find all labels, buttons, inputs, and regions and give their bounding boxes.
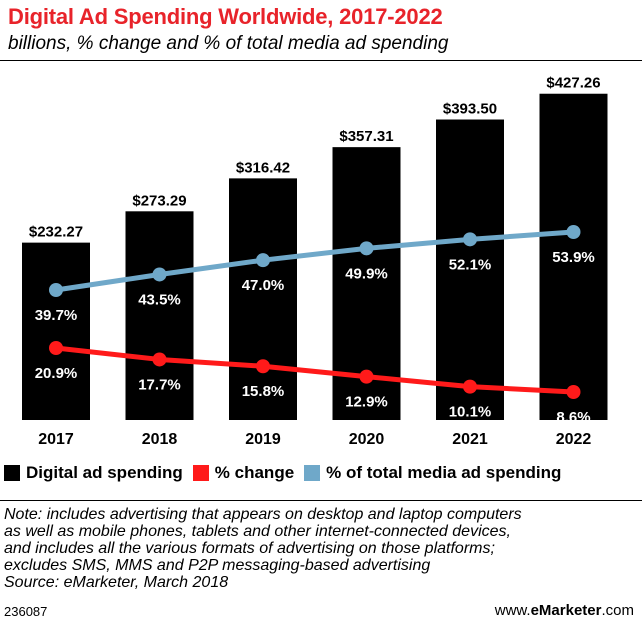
point-percent-of-total — [463, 232, 477, 247]
note-line: excludes SMS, MMS and P2P messaging-base… — [4, 557, 431, 574]
x-tick-label: 2020 — [349, 431, 385, 448]
source-line: Source: eMarketer, March 2018 — [4, 574, 229, 591]
point-percent-of-total — [49, 283, 63, 297]
chart-subtitle: billions, % change and % of total media … — [8, 33, 449, 54]
legend-item-percent-change: % change — [192, 463, 295, 483]
legend-swatch-percent-of-total — [304, 465, 321, 481]
point-percent-change — [359, 369, 374, 384]
legend-label-digital-ad-spending: Digital ad spending — [26, 463, 183, 482]
x-tick-label: 2022 — [556, 431, 592, 448]
chart-area: $232.27 $273.29 $316.42 $357.31 $393.50 $427.… — [22, 75, 608, 448]
legend-label-percent-change: % change — [214, 463, 295, 482]
point-percent-of-total — [566, 225, 581, 239]
bar-value-label: $357.31 — [339, 128, 393, 145]
bar — [229, 178, 297, 420]
point-percent-of-total — [359, 241, 374, 256]
note-line: and includes all the various formats of … — [4, 540, 495, 557]
point-label-percent-of-total: 52.1% — [449, 256, 492, 273]
point-label-percent-of-total: 47.0% — [242, 277, 285, 294]
point-label-percent-change: 8.6% — [556, 409, 590, 426]
series-line-percent-change — [55, 345, 574, 395]
x-tick-label: 2017 — [38, 431, 74, 448]
point-percent-change — [566, 385, 581, 399]
point-label-percent-of-total: 53.9% — [552, 249, 595, 266]
point-label-percent-change: 10.1% — [449, 404, 492, 421]
x-tick-label: 2021 — [452, 431, 488, 448]
point-label-percent-change: 17.7% — [138, 376, 181, 393]
bar-value-label: $427.26 — [546, 75, 600, 92]
point-label-percent-of-total: 49.9% — [345, 265, 388, 282]
chart-id: 236087 — [4, 604, 48, 619]
x-tick-label: 2018 — [142, 431, 178, 448]
brand-prefix: www. — [494, 602, 531, 619]
bar-value-label: $393.50 — [443, 101, 497, 118]
legend-label-percent-of-total: % of total media ad spending — [326, 463, 562, 482]
brand-suffix: .com — [601, 602, 634, 619]
top-divider — [0, 60, 642, 61]
note-line: as well as mobile phones, tablets and ot… — [4, 523, 511, 540]
legend-item-percent-of-total: % of total media ad spending — [304, 463, 561, 483]
series-line-percent-of-total — [55, 229, 574, 293]
source-note: Note: includes advertising that appears … — [4, 506, 636, 591]
point-percent-change — [463, 379, 477, 394]
emarketer-logo[interactable]: www.eMarketer.com — [495, 602, 634, 619]
point-percent-change — [49, 341, 63, 355]
point-percent-of-total — [152, 267, 167, 282]
bar — [125, 211, 194, 420]
point-percent-change — [152, 352, 167, 367]
legend-item-digital-ad-spending: Digital ad spending — [4, 463, 183, 483]
bar-value-label: $316.42 — [236, 159, 290, 176]
point-label-percent-change: 12.9% — [345, 394, 388, 411]
bar-value-label: $273.29 — [132, 192, 186, 209]
bottom-divider — [0, 500, 642, 501]
point-label-percent-of-total: 43.5% — [138, 291, 181, 308]
bar — [22, 242, 90, 420]
point-percent-of-total — [256, 253, 270, 268]
x-tick-label: 2019 — [245, 431, 281, 448]
legend-swatch-percent-change — [192, 465, 209, 481]
point-label-percent-change: 20.9% — [35, 365, 78, 382]
legend-swatch-digital-ad-spending — [4, 465, 20, 481]
bar — [436, 119, 504, 420]
brand-name: eMarketer — [530, 602, 602, 619]
chart-title: Digital Ad Spending Worldwide, 2017-2022 — [8, 4, 443, 29]
legend: Digital ad spending % change % of total … — [4, 462, 571, 484]
note-line: Note: includes advertising that appears … — [4, 506, 522, 523]
bar — [539, 93, 608, 420]
point-label-percent-change: 15.8% — [242, 383, 285, 400]
point-label-percent-of-total: 39.7% — [35, 307, 78, 324]
bar-value-label: $232.27 — [29, 224, 83, 241]
point-percent-change — [256, 359, 270, 374]
